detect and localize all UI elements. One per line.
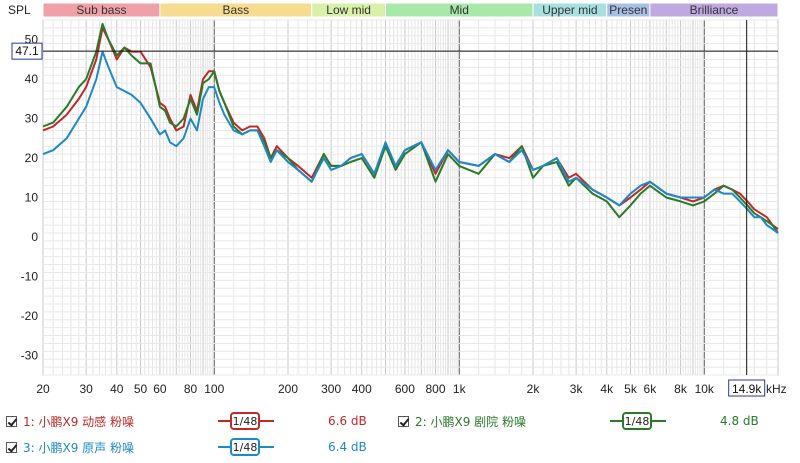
series-2-smoothing[interactable]: 1/48 <box>622 412 652 430</box>
x-tick-labels: 20 30 40 50 60 80 100 200 300 400 600 800 1k 2k 3k 4k 5k… <box>36 382 715 396</box>
x-tick-label: 40 <box>110 382 124 396</box>
y-tick-label: 40 <box>25 72 39 86</box>
frequency-bands: Sub bass Bass Low mid Mid Upper mid Presen Bri… <box>42 2 779 18</box>
legend-item-2[interactable]: 2: 小鹏X9 剧院 粉噪 <box>398 410 526 432</box>
series-2-checkbox[interactable] <box>398 415 409 427</box>
legend-item-1[interactable]: 1: 小鹏X9 动感 粉噪 <box>6 410 134 432</box>
frequency-response-chart: SPL Sub bass Bass Low mid Mid Upper mid Prese… <box>8 2 787 397</box>
x-tick-label: 600 <box>395 382 415 396</box>
y-tick-label: -20 <box>21 309 39 323</box>
x-axis-unit-label: kHz <box>766 382 787 396</box>
x-tick-label: 80 <box>184 382 198 396</box>
x-tick-label: 400 <box>352 382 372 396</box>
series-3-line <box>42 50 779 234</box>
legend: 1: 小鹏X9 动感 粉噪 1/48 6.6 dB 2: 小鹏X9 剧院 粉噪 … <box>0 404 800 463</box>
y-tick-label: 20 <box>25 151 39 165</box>
x-tick-label: 6k <box>644 382 658 396</box>
series-3-level: 6.4 dB <box>328 440 367 454</box>
y-tick-label: -10 <box>21 269 39 283</box>
x-tick-label: 60 <box>153 382 167 396</box>
series-2-line <box>42 22 779 234</box>
cursor-x-box <box>728 379 766 397</box>
series-3-name: 3: 小鹏X9 原声 粉噪 <box>23 440 134 455</box>
x-tick-label: 1k <box>453 382 467 396</box>
cursor-y-readout: 47.1 <box>15 44 39 58</box>
y-tick-label: 10 <box>25 191 39 205</box>
y-tick-labels: -30 -20 -10 0 10 20 30 40 50 <box>21 33 39 363</box>
cursor-y-box <box>11 42 43 60</box>
band-label-2: Low mid <box>326 3 371 17</box>
band-label-4: Upper mid <box>542 3 597 17</box>
series-1-smoothing[interactable]: 1/48 <box>230 412 260 430</box>
series-3-checkbox[interactable] <box>6 441 17 453</box>
x-tick-label: 5k <box>624 382 638 396</box>
band-label-0: Sub bass <box>76 3 126 17</box>
x-tick-label: 30 <box>79 382 93 396</box>
grid-lines <box>42 19 779 376</box>
series-2-level: 4.8 dB <box>720 414 759 428</box>
x-tick-label: 800 <box>425 382 445 396</box>
x-tick-label: 4k <box>600 382 614 396</box>
x-tick-label: 200 <box>278 382 298 396</box>
x-tick-label: 300 <box>321 382 341 396</box>
band-label-6: Brilliance <box>690 3 739 17</box>
y-tick-label: 0 <box>31 230 38 244</box>
x-tick-label: 50 <box>134 382 148 396</box>
band-6 <box>649 2 779 18</box>
band-label-5: Presen <box>609 3 647 17</box>
x-tick-label: 20 <box>36 382 50 396</box>
series-group <box>42 22 779 234</box>
cursor-x-readout: 14.9k <box>732 382 762 396</box>
legend-item-3[interactable]: 3: 小鹏X9 原声 粉噪 <box>6 436 134 458</box>
x-tick-label: 3k <box>570 382 584 396</box>
cursor-crosshair[interactable]: 47.1 14.9k <box>11 20 778 397</box>
y-tick-label: -30 <box>21 348 39 362</box>
series-2-name: 2: 小鹏X9 剧院 粉噪 <box>415 414 526 429</box>
y-tick-label: 30 <box>25 112 39 126</box>
x-tick-label: 8k <box>674 382 688 396</box>
y-tick-label: 50 <box>25 33 39 47</box>
series-1-name: 1: 小鹏X9 动感 粉噪 <box>23 414 134 429</box>
band-label-3: Mid <box>450 3 469 17</box>
x-tick-label: 10k <box>695 382 715 396</box>
y-axis-label: SPL <box>8 3 31 17</box>
series-3-smoothing[interactable]: 1/48 <box>230 438 260 456</box>
x-tick-label: 100 <box>204 382 224 396</box>
x-tick-label: 2k <box>527 382 541 396</box>
series-1-checkbox[interactable] <box>6 415 17 427</box>
band-label-1: Bass <box>222 3 249 17</box>
series-1-level: 6.6 dB <box>328 414 367 428</box>
